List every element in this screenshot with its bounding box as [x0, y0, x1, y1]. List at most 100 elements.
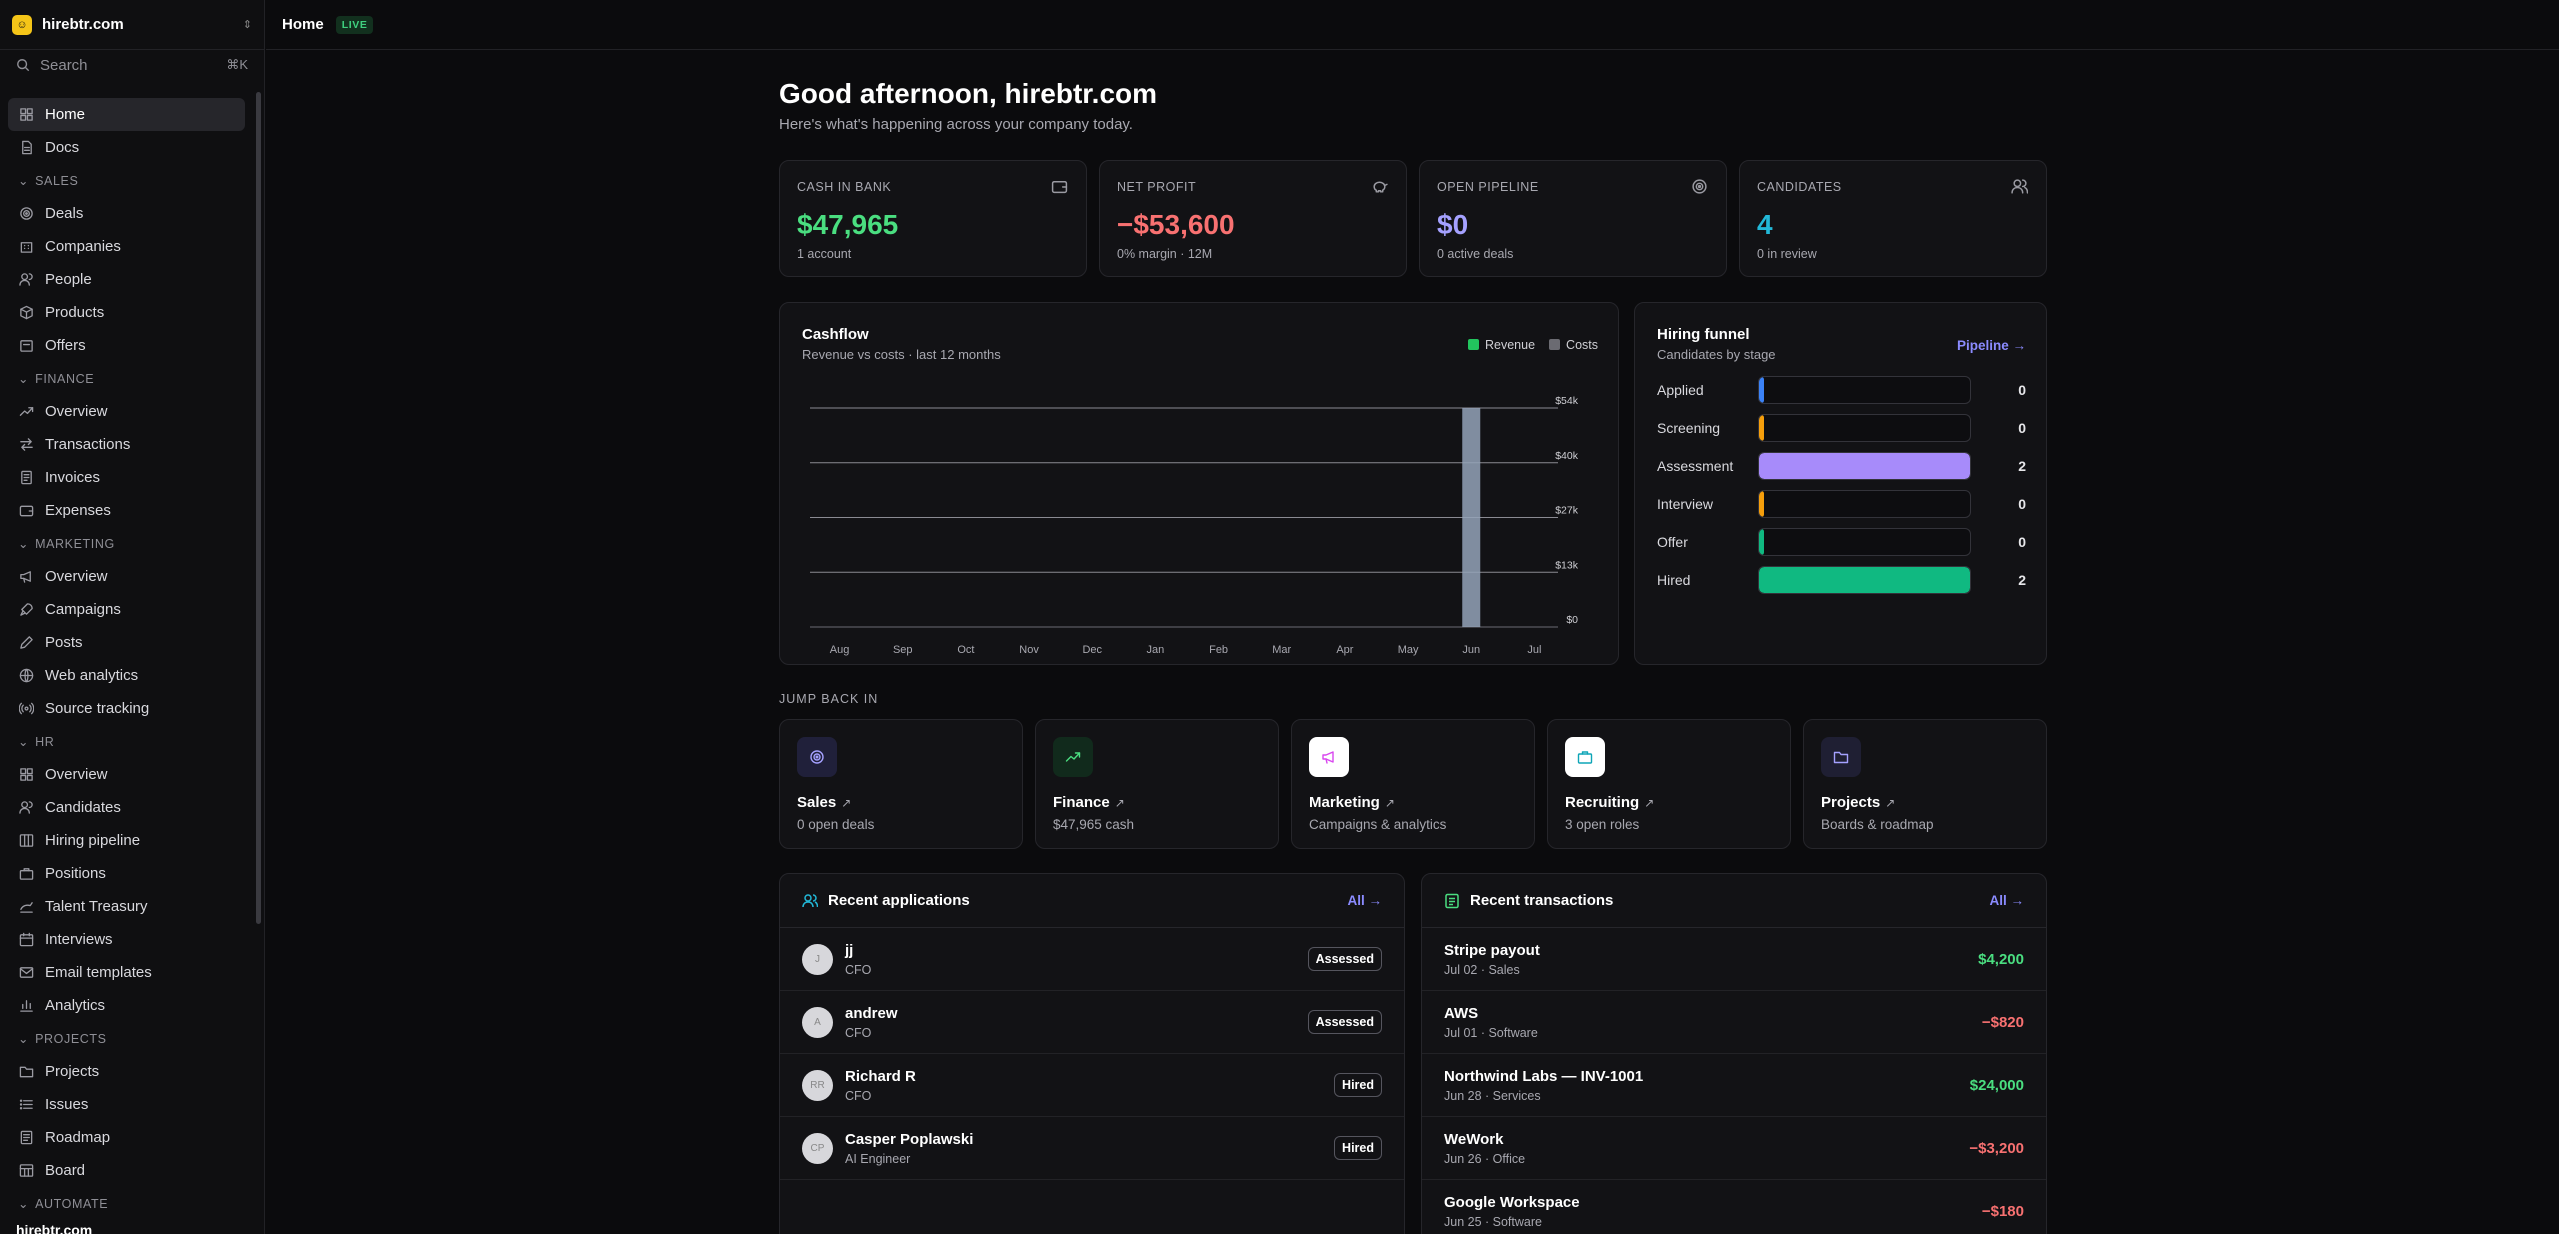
sidebar-item-home[interactable]: Home	[8, 98, 245, 131]
jump-card-finance[interactable]: Finance ↗ $47,965 cash	[1035, 719, 1279, 849]
kpi-note: 0% margin · 12M	[1117, 247, 1213, 261]
target-icon	[18, 206, 34, 222]
roadmap-icon	[18, 1130, 34, 1146]
sidebar-item-roadmap[interactable]: Roadmap	[8, 1121, 245, 1154]
sidebar-item-talent-treasury[interactable]: Talent Treasury	[8, 890, 245, 923]
home-icon	[18, 767, 34, 783]
section-projects[interactable]: ⌄ PROJECTS	[8, 1022, 245, 1055]
transaction-row[interactable]: AWS Jul 01 · Software −$820	[1422, 991, 2046, 1054]
transaction-row[interactable]: Google Workspace Jun 25 · Software −$180	[1422, 1180, 2046, 1234]
sidebar-item-products[interactable]: Products	[8, 296, 245, 329]
jump-back-in-label: JUMP BACK IN	[779, 692, 879, 706]
sidebar-item-projects[interactable]: Projects	[8, 1055, 245, 1088]
sidebar-item-label: Positions	[45, 865, 106, 882]
workspace-switcher[interactable]: ☺ hirebtr.com ⇕	[0, 0, 264, 50]
funnel-bar-fill	[1759, 491, 1764, 517]
sidebar-item-people[interactable]: People	[8, 263, 245, 296]
kpi-candidates[interactable]: CANDIDATES 4 0 in review	[1739, 160, 2047, 277]
section-finance[interactable]: ⌄ FINANCE	[8, 362, 245, 395]
transaction-row[interactable]: WeWork Jun 26 · Office −$3,200	[1422, 1117, 2046, 1180]
sidebar-item-issues[interactable]: Issues	[8, 1088, 245, 1121]
box-icon	[18, 305, 34, 321]
pipeline-link[interactable]: Pipeline →	[1956, 338, 2026, 353]
sidebar-item-candidates[interactable]: Candidates	[8, 791, 245, 824]
funnel-subtitle: Candidates by stage	[1657, 347, 1776, 362]
sidebar-item-positions[interactable]: Positions	[8, 857, 245, 890]
application-row[interactable]: CP Casper Poplawski AI Engineer Hired	[780, 1117, 1404, 1180]
sidebar-item-overview[interactable]: Overview	[8, 758, 245, 791]
trend-icon	[18, 404, 34, 420]
sidebar-item-overview[interactable]: Overview	[8, 395, 245, 428]
section-title: MARKETING	[35, 536, 115, 551]
briefcase-icon	[1565, 737, 1605, 777]
sidebar-item-board[interactable]: Board	[8, 1154, 245, 1187]
funnel-row-hired[interactable]: Hired 2	[1657, 566, 2026, 594]
funnel-stage-name: Hired	[1657, 572, 1691, 588]
kpi-cash-in-bank[interactable]: CASH IN BANK $47,965 1 account	[779, 160, 1087, 277]
section-hr[interactable]: ⌄ HR	[8, 725, 245, 758]
sidebar-item-posts[interactable]: Posts	[8, 626, 245, 659]
sidebar-item-analytics[interactable]: Analytics	[8, 989, 245, 1022]
sidebar-item-label: Talent Treasury	[45, 898, 148, 915]
funnel-row-interview[interactable]: Interview 0	[1657, 490, 2026, 518]
sidebar-item-invoices[interactable]: Invoices	[8, 461, 245, 494]
funnel-row-assessment[interactable]: Assessment 2	[1657, 452, 2026, 480]
jump-card-projects[interactable]: Projects ↗ Boards & roadmap	[1803, 719, 2047, 849]
application-row[interactable]: RR Richard R CFO Hired	[780, 1054, 1404, 1117]
sidebar-item-overview[interactable]: Overview	[8, 560, 245, 593]
sidebar-item-source-tracking[interactable]: Source tracking	[8, 692, 245, 725]
funnel-row-offer[interactable]: Offer 0	[1657, 528, 2026, 556]
x-tick-label: Feb	[1209, 644, 1228, 656]
kpi-open-pipeline[interactable]: OPEN PIPELINE $0 0 active deals	[1419, 160, 1727, 277]
status-badge: Hired	[1334, 1136, 1382, 1160]
sidebar-item-docs[interactable]: Docs	[8, 131, 245, 164]
sidebar-item-email-templates[interactable]: Email templates	[8, 956, 245, 989]
sidebar-item-offers[interactable]: Offers	[8, 329, 245, 362]
cashflow-subtitle: Revenue vs costs · last 12 months	[802, 347, 1001, 362]
sidebar-item-label: Docs	[45, 139, 80, 156]
sidebar-item-deals[interactable]: Deals	[8, 197, 245, 230]
transaction-row[interactable]: Northwind Labs — INV-1001 Jun 28 · Servic…	[1422, 1054, 2046, 1117]
bar-costs-jun[interactable]	[1462, 408, 1481, 627]
avatar: CP	[802, 1132, 833, 1164]
kpi-net-profit[interactable]: NET PROFIT −$53,600 0% margin · 12M	[1099, 160, 1407, 277]
transactions-all-link[interactable]: All →	[1989, 893, 2024, 908]
mail-icon	[18, 965, 34, 981]
transaction-name: WeWork	[1444, 1130, 1504, 1148]
jump-card-recruiting[interactable]: Recruiting ↗ 3 open roles	[1547, 719, 1791, 849]
sidebar-item-hiring-pipeline[interactable]: Hiring pipeline	[8, 824, 245, 857]
funnel-bar-fill	[1759, 529, 1764, 555]
sidebar-item-web-analytics[interactable]: Web analytics	[8, 659, 245, 692]
applications-all-link[interactable]: All →	[1347, 893, 1382, 908]
section-marketing[interactable]: ⌄ MARKETING	[8, 527, 245, 560]
sidebar-user-name[interactable]: hirebtr.com	[16, 1222, 93, 1234]
funnel-row-applied[interactable]: Applied 0	[1657, 376, 2026, 404]
sidebar-scrollbar[interactable]	[256, 92, 261, 924]
page-breadcrumb: Home	[282, 16, 324, 33]
sidebar-item-interviews[interactable]: Interviews	[8, 923, 245, 956]
arrow-up-right-icon: ↗	[1114, 796, 1125, 810]
section-sales[interactable]: ⌄ SALES	[8, 164, 245, 197]
funnel-title: Hiring funnel	[1657, 326, 1750, 343]
sidebar-item-expenses[interactable]: Expenses	[8, 494, 245, 527]
transaction-info: AWS Jul 01 · Software	[1444, 1005, 1538, 1040]
funnel-row-screening[interactable]: Screening 0	[1657, 414, 2026, 442]
sidebar-item-companies[interactable]: Companies	[8, 230, 245, 263]
sidebar-item-campaigns[interactable]: Campaigns	[8, 593, 245, 626]
sidebar-item-label: Projects	[45, 1063, 100, 1080]
jump-card-marketing[interactable]: Marketing ↗ Campaigns & analytics	[1291, 719, 1535, 849]
transaction-meta: Jul 02 · Sales	[1444, 962, 1520, 977]
jump-card-title: Projects ↗	[1821, 794, 1896, 811]
funnel-bar-fill	[1759, 415, 1764, 441]
section-automate[interactable]: ⌄ AUTOMATE	[8, 1187, 245, 1220]
transaction-row[interactable]: Stripe payout Jul 02 · Sales $4,200	[1422, 928, 2046, 991]
jump-card-sales[interactable]: Sales ↗ 0 open deals	[779, 719, 1023, 849]
applicant-info: jj CFO	[845, 942, 871, 977]
sidebar-item-transactions[interactable]: Transactions	[8, 428, 245, 461]
avatar: RR	[802, 1069, 833, 1101]
chevron-down-icon: ⌄	[18, 1032, 30, 1046]
search-button[interactable]: Search ⌘K	[0, 50, 264, 80]
legend-costs: Costs	[1549, 338, 1598, 352]
